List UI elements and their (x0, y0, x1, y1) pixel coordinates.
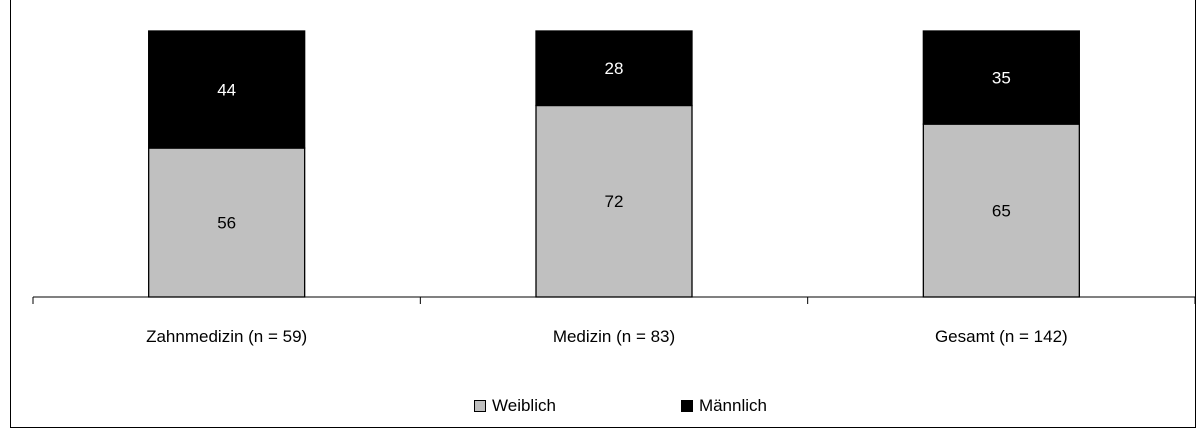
legend-item-maennlich: Männlich (680, 396, 767, 416)
bar-weiblich-gesamt (922, 123, 1080, 298)
data-label-m-nnlich-medizin: 28 (605, 59, 624, 78)
data-label-weiblich-zahnmedizin: 56 (217, 214, 236, 233)
bar-weiblich-medizin (535, 104, 693, 298)
bar-m-nnlich-zahnmedizin (148, 30, 306, 149)
data-label-m-nnlich-gesamt: 35 (992, 69, 1011, 88)
legend: Weiblich Männlich (474, 396, 767, 416)
x-tick-label-medizin: Medizin (n = 83) (553, 327, 675, 346)
data-label-m-nnlich-zahnmedizin: 44 (217, 81, 236, 100)
data-label-weiblich-medizin: 72 (605, 192, 624, 211)
data-label-weiblich-gesamt: 65 (992, 202, 1011, 221)
bar-m-nnlich-gesamt (922, 30, 1080, 125)
bar-m-nnlich-medizin (535, 30, 693, 107)
x-tick-label-zahnmedizin: Zahnmedizin (n = 59) (146, 327, 307, 346)
legend-swatch-weiblich (474, 400, 486, 412)
legend-label-weiblich: Weiblich (492, 396, 556, 415)
x-tick-label-gesamt: Gesamt (n = 142) (935, 327, 1068, 346)
legend-item-weiblich: Weiblich (474, 396, 556, 416)
bar-weiblich-zahnmedizin (148, 147, 306, 298)
legend-swatch-maennlich (680, 400, 693, 412)
legend-label-maennlich: Männlich (698, 396, 767, 415)
